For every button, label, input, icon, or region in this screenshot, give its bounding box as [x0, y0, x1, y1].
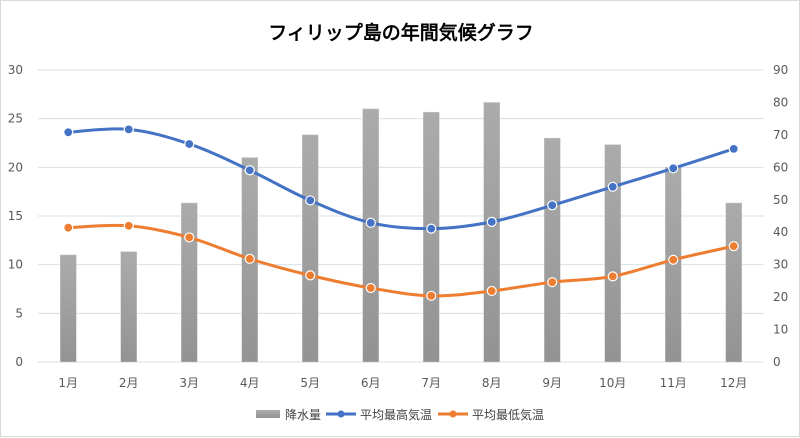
- x-axis-tick: 9月: [542, 376, 562, 390]
- precipitation-bar: [302, 134, 319, 363]
- data-point: [305, 195, 316, 206]
- right-axis-tick: 60: [773, 160, 788, 174]
- x-axis-tick: 5月: [300, 376, 320, 390]
- right-axis-tick: 90: [773, 63, 788, 77]
- data-point: [365, 217, 376, 228]
- data-point: [63, 222, 74, 233]
- chart-title: フィリップ島の年間気候グラフ: [268, 21, 534, 44]
- x-axis-tick: 8月: [482, 376, 502, 390]
- legend-label: 平均最高気温: [360, 407, 432, 422]
- precipitation-bar: [362, 108, 379, 363]
- legend-swatch-marker: [337, 410, 345, 418]
- right-axis-tick: 70: [773, 128, 788, 142]
- data-point: [607, 181, 618, 192]
- precipitation-bar: [60, 254, 77, 363]
- data-point: [184, 232, 195, 243]
- data-point: [668, 163, 679, 174]
- data-point: [123, 220, 134, 231]
- left-axis-tick: 5: [15, 306, 23, 320]
- data-point: [668, 254, 679, 265]
- data-point: [728, 241, 739, 252]
- left-axis-tick: 15: [8, 209, 23, 223]
- data-point: [486, 285, 497, 297]
- data-point: [547, 277, 558, 288]
- right-axis-tick: 30: [773, 258, 788, 272]
- left-axis-tick: 30: [8, 63, 23, 77]
- data-point: [486, 216, 497, 227]
- data-point: [184, 138, 195, 150]
- data-point: [63, 127, 74, 138]
- left-axis-tick: 25: [8, 112, 23, 126]
- series-line-1: [68, 127, 735, 231]
- x-axis-tick: 1月: [58, 376, 78, 390]
- data-point: [547, 200, 558, 211]
- data-point: [426, 223, 437, 234]
- x-axis-tick: 2月: [119, 376, 139, 390]
- right-axis-tick: 80: [773, 95, 788, 109]
- series-line-2: [68, 223, 735, 298]
- x-axis-tick: 7月: [421, 376, 441, 390]
- right-axis-tick: 20: [773, 290, 788, 304]
- precipitation-bar: [725, 202, 742, 363]
- data-point: [305, 270, 316, 281]
- x-axis-tick: 6月: [361, 376, 381, 390]
- precipitation-bar: [120, 251, 137, 363]
- x-axis-tick: 10月: [599, 376, 626, 390]
- precipitation-bar: [604, 144, 621, 363]
- x-axis-tick: 12月: [720, 376, 747, 390]
- data-point: [607, 271, 618, 282]
- x-axis-tick: 11月: [660, 376, 687, 390]
- legend-swatch-marker: [449, 410, 457, 418]
- left-axis-tick: 10: [8, 258, 23, 272]
- data-point: [728, 143, 739, 154]
- precipitation-bar: [483, 102, 500, 363]
- right-axis-tick: 40: [773, 225, 788, 239]
- data-point: [244, 253, 255, 264]
- right-axis-tick: 50: [773, 193, 788, 207]
- precipitation-bar: [181, 202, 198, 363]
- data-point: [123, 124, 134, 135]
- precipitation-bar: [544, 137, 561, 363]
- precipitation-bar: [423, 111, 440, 363]
- right-axis-tick: 10: [773, 323, 788, 337]
- data-point: [365, 282, 376, 294]
- legend-label: 降水量: [285, 408, 321, 422]
- left-axis-tick: 20: [8, 160, 23, 174]
- x-axis-tick: 3月: [179, 376, 199, 390]
- legend-swatch-bar: [256, 410, 280, 418]
- data-point: [244, 165, 255, 176]
- data-point: [426, 290, 437, 301]
- left-axis-tick: 0: [15, 355, 23, 369]
- legend-label: 平均最低気温: [472, 407, 544, 422]
- x-axis-tick: 4月: [240, 376, 260, 390]
- right-axis-tick: 0: [773, 355, 781, 369]
